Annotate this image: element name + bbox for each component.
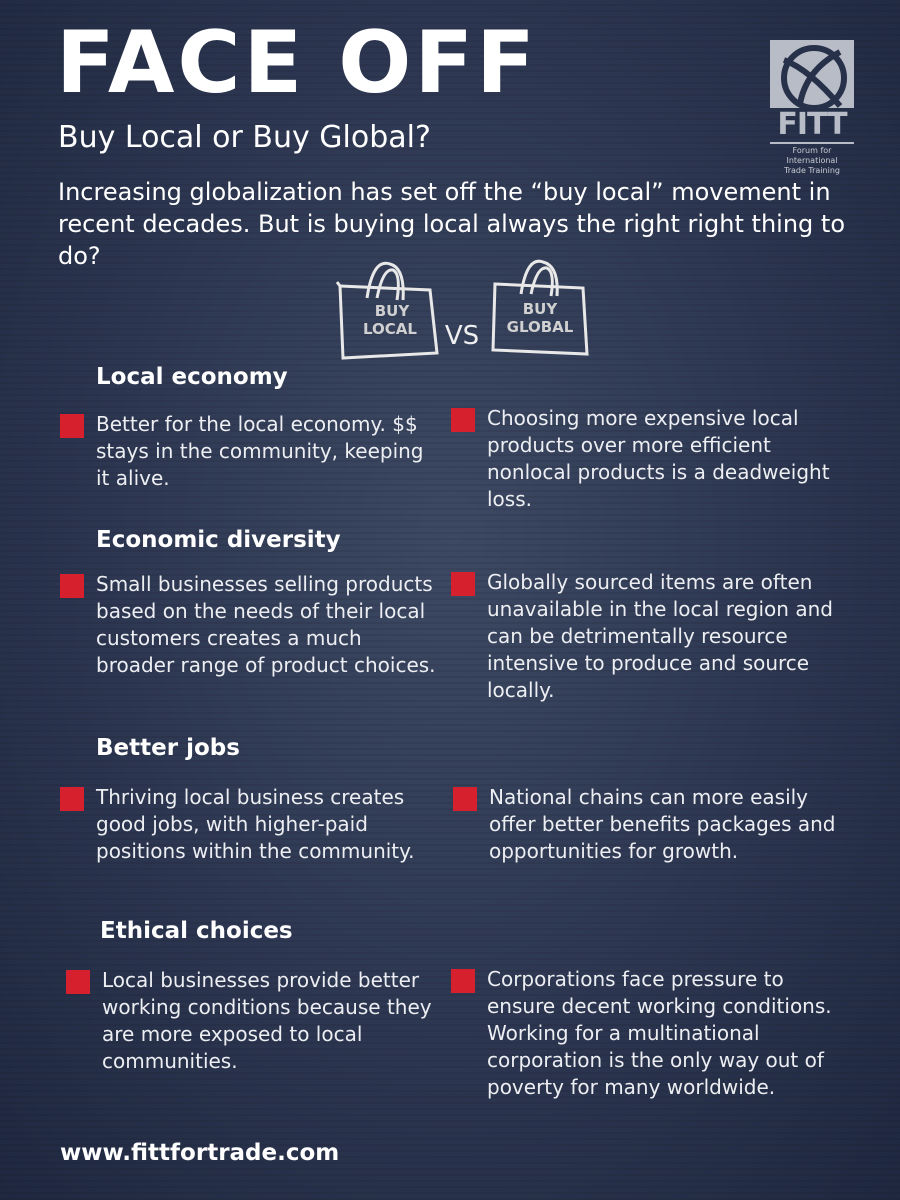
svg-text:LOCAL: LOCAL: [363, 320, 417, 338]
section-heading: Better jobs: [96, 735, 240, 761]
bullet-square-icon: [453, 787, 477, 811]
bullet-square-icon: [451, 408, 475, 432]
global-argument: Corporations face pressure to ensure dec…: [451, 966, 857, 1101]
local-argument: Local businesses provide better working …: [66, 967, 447, 1075]
global-argument: Globally sourced items are often unavail…: [451, 569, 857, 704]
svg-text:GLOBAL: GLOBAL: [507, 318, 574, 336]
bullet-square-icon: [66, 970, 90, 994]
bullet-square-icon: [451, 572, 475, 596]
globe-icon: [770, 40, 854, 108]
page-subtitle: Buy Local or Buy Global?: [58, 120, 431, 155]
shopping-bag-icon: [335, 261, 439, 360]
svg-text:VS: VS: [445, 321, 479, 351]
svg-text:BUY: BUY: [523, 300, 559, 318]
global-argument: Choosing more expensive local products o…: [451, 405, 857, 513]
logo-tagline: Trade Training: [783, 166, 840, 175]
page-title: FACE OFF: [56, 13, 538, 113]
buy-local-vs-global-graphic: BUY LOCAL VS BUY GLOBAL: [335, 258, 595, 363]
local-argument: Thriving local business creates good job…: [60, 784, 441, 865]
fitt-logo: FITT Forum for International Trade Train…: [770, 40, 854, 176]
local-argument: Small businesses selling products based …: [60, 571, 441, 679]
section-heading: Economic diversity: [96, 527, 341, 553]
logo-tagline: Forum for International: [786, 146, 838, 165]
bullet-square-icon: [451, 969, 475, 993]
bullet-square-icon: [60, 787, 84, 811]
website-link[interactable]: www.fittfortrade.com: [60, 1140, 340, 1166]
bullet-square-icon: [60, 414, 84, 438]
shopping-bag-icon: [491, 259, 589, 356]
svg-text:BUY: BUY: [375, 302, 411, 320]
global-argument: National chains can more easily offer be…: [453, 784, 859, 865]
section-heading: Ethical choices: [100, 918, 293, 944]
local-argument: Better for the local economy. $$ stays i…: [60, 411, 441, 492]
section-heading: Local economy: [96, 364, 288, 390]
intro-text: Increasing globalization has set off the…: [58, 178, 845, 270]
bullet-square-icon: [60, 574, 84, 598]
